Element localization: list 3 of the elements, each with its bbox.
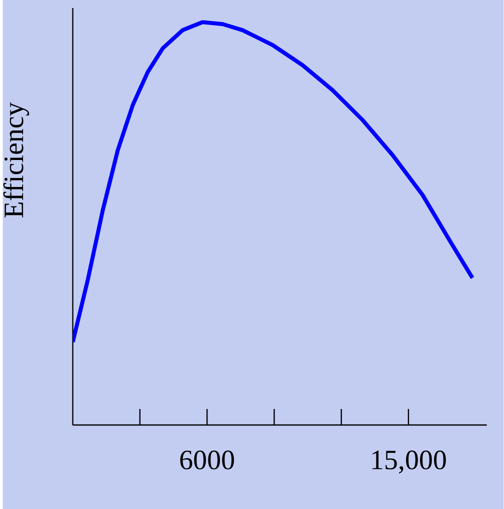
y-axis-title: Efficiency	[3, 102, 30, 218]
x-tick-label: 6000	[180, 450, 234, 470]
x-tick-label: 15,000	[372, 450, 446, 474]
